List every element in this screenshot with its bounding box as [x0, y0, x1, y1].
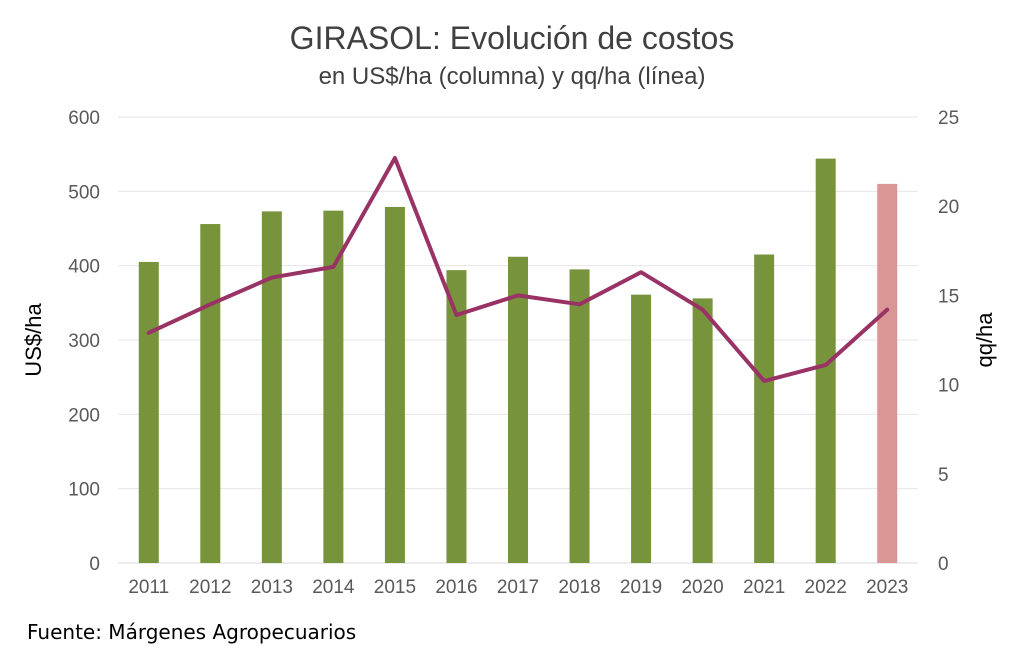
- x-tick-label: 2011: [128, 577, 169, 598]
- y-tick-left-label: 200: [68, 405, 100, 426]
- y-tick-left-label: 300: [68, 331, 100, 352]
- y-tick-right-label: 0: [938, 554, 949, 575]
- y-tick-left-label: 500: [68, 182, 100, 203]
- x-tick-label: 2018: [558, 577, 600, 598]
- bar: [446, 270, 467, 563]
- x-tick-label: 2023: [866, 577, 908, 598]
- bar: [138, 261, 159, 563]
- source-note: Fuente: Márgenes Agropecuarios: [27, 620, 357, 644]
- y-tick-right-label: 20: [938, 197, 959, 218]
- bar: [200, 224, 221, 564]
- x-tick-label: 2021: [743, 577, 785, 598]
- x-tick-label: 2020: [681, 577, 723, 598]
- y-tick-right-label: 25: [938, 108, 959, 129]
- y-axis-left-label: US$/ha: [21, 303, 46, 377]
- bar: [508, 256, 528, 563]
- bar-series: [138, 158, 898, 564]
- y-axis-left-ticks: 0 100 200 300 400 500 600: [68, 108, 100, 575]
- bar: [261, 211, 282, 564]
- x-tick-label: 2012: [189, 577, 231, 598]
- bar: [384, 206, 405, 563]
- y-tick-right-label: 15: [938, 286, 959, 307]
- y-tick-right-label: 10: [938, 376, 959, 397]
- bar: [815, 158, 836, 564]
- x-tick-label: 2017: [497, 577, 539, 598]
- y-tick-right-label: 5: [938, 465, 949, 486]
- bar: [877, 183, 898, 563]
- y-tick-left-label: 400: [68, 257, 100, 278]
- y-tick-left-label: 600: [68, 108, 100, 129]
- chart-title: GIRASOL: Evolución de costos: [290, 20, 735, 56]
- chart-subtitle: en US$/ha (columna) y qq/ha (línea): [319, 63, 706, 90]
- bar: [631, 294, 652, 563]
- x-tick-label: 2016: [435, 577, 477, 598]
- x-tick-label: 2015: [374, 577, 416, 598]
- x-tick-label: 2013: [251, 577, 293, 598]
- y-axis-right-ticks: 0 5 10 15 20 25: [938, 108, 959, 575]
- bar: [323, 210, 344, 563]
- x-tick-label: 2014: [312, 577, 355, 598]
- bar: [692, 298, 713, 563]
- bar: [754, 254, 775, 563]
- y-tick-left-label: 100: [68, 480, 100, 501]
- line-series: [146, 156, 890, 384]
- bar: [569, 269, 590, 563]
- y-tick-left-label: 0: [89, 554, 100, 575]
- y-axis-right-label: qq/ha: [972, 312, 997, 368]
- x-tick-label: 2019: [620, 577, 662, 598]
- x-axis-ticks: 2011 2012 2013 2014 2015 2016 2017 2018 2019 2020…: [128, 577, 908, 598]
- x-tick-label: 2022: [805, 577, 847, 598]
